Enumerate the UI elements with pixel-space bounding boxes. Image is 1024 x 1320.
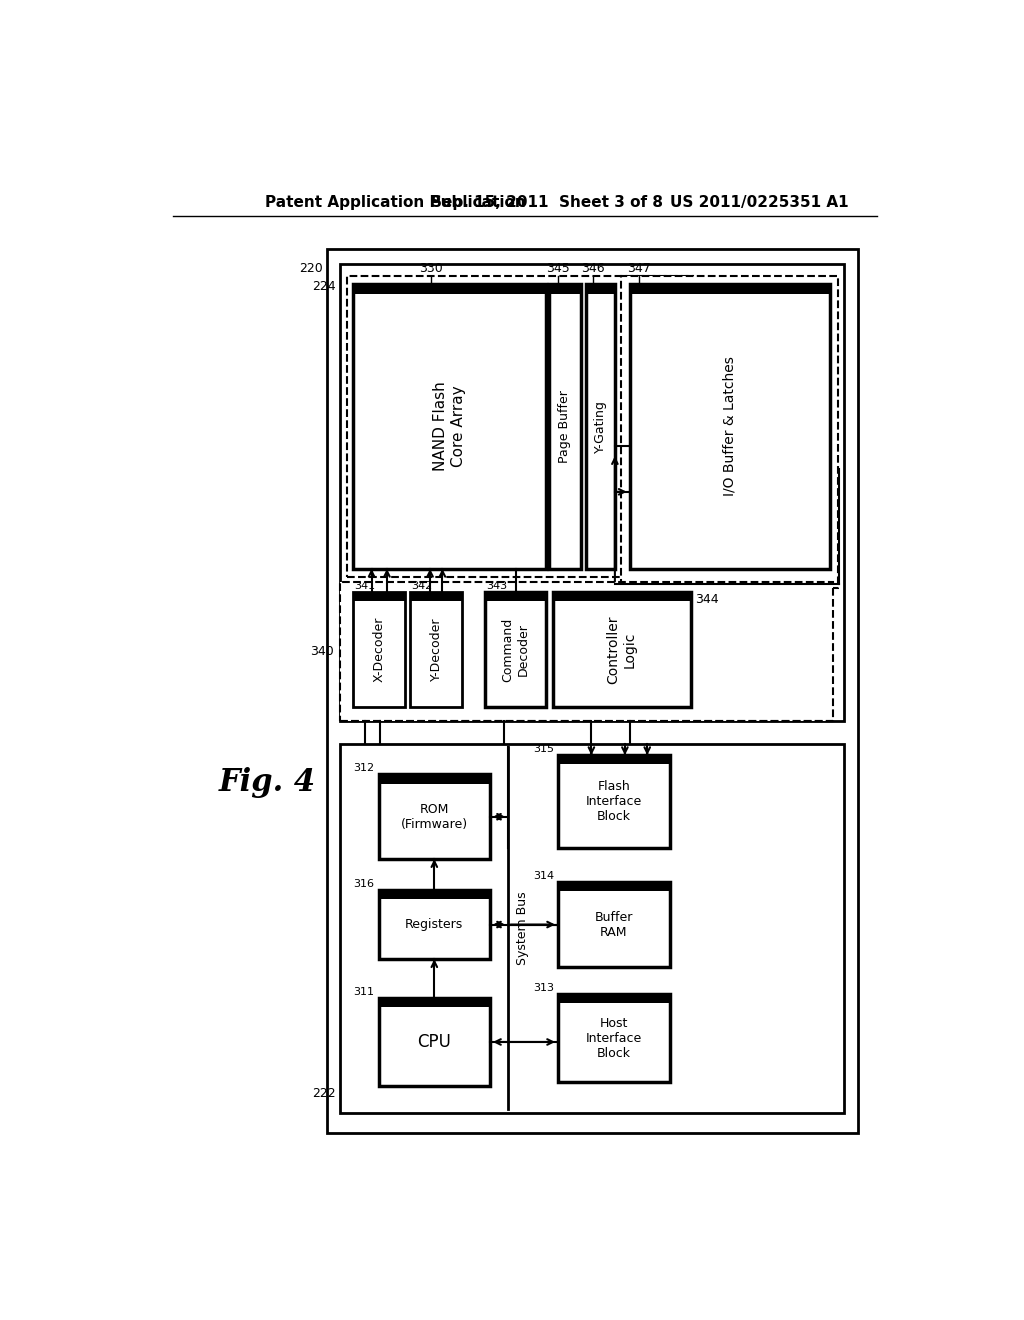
Text: 313: 313 xyxy=(534,982,554,993)
Text: 220: 220 xyxy=(299,261,323,275)
Text: Y-Decoder: Y-Decoder xyxy=(430,618,442,681)
Bar xyxy=(558,882,670,966)
Text: 314: 314 xyxy=(532,871,554,880)
Text: ROM
(Firmware): ROM (Firmware) xyxy=(400,803,468,830)
Bar xyxy=(553,591,691,708)
Text: Buffer
RAM: Buffer RAM xyxy=(595,911,633,939)
Bar xyxy=(621,276,839,589)
Bar xyxy=(630,284,829,294)
Text: NAND Flash
Core Array: NAND Flash Core Array xyxy=(433,381,466,471)
Text: 316: 316 xyxy=(353,879,375,888)
Bar xyxy=(340,264,845,721)
Bar xyxy=(353,591,406,708)
Text: US 2011/0225351 A1: US 2011/0225351 A1 xyxy=(670,195,848,210)
Bar xyxy=(347,276,693,577)
Text: 330: 330 xyxy=(419,261,442,275)
Text: 224: 224 xyxy=(312,280,336,293)
Bar xyxy=(353,591,406,601)
Bar xyxy=(379,998,490,1086)
Bar xyxy=(410,591,463,708)
Bar xyxy=(558,755,670,764)
Bar xyxy=(379,890,490,960)
Text: 342: 342 xyxy=(412,581,433,591)
Bar xyxy=(340,743,845,1113)
Text: Command
Decoder: Command Decoder xyxy=(502,618,529,682)
Text: Flash
Interface
Block: Flash Interface Block xyxy=(586,780,642,822)
Text: Sep. 15, 2011  Sheet 3 of 8: Sep. 15, 2011 Sheet 3 of 8 xyxy=(431,195,663,210)
Bar xyxy=(379,890,490,899)
Text: Fig. 4: Fig. 4 xyxy=(219,767,316,797)
Text: 344: 344 xyxy=(695,593,719,606)
Text: CPU: CPU xyxy=(418,1034,452,1051)
Text: Registers: Registers xyxy=(406,917,464,931)
Bar xyxy=(410,591,463,601)
Bar xyxy=(379,998,490,1007)
Text: Patent Application Publication: Patent Application Publication xyxy=(265,195,526,210)
Text: 312: 312 xyxy=(353,763,375,774)
Text: I/O Buffer & Latches: I/O Buffer & Latches xyxy=(723,356,736,496)
Bar xyxy=(484,591,547,601)
Text: Host
Interface
Block: Host Interface Block xyxy=(586,1016,642,1060)
Bar xyxy=(549,284,581,294)
Text: 315: 315 xyxy=(534,744,554,754)
Bar xyxy=(630,284,829,569)
Bar xyxy=(327,249,858,1133)
Text: System Bus: System Bus xyxy=(515,891,528,965)
Text: 343: 343 xyxy=(486,581,508,591)
Bar xyxy=(340,582,833,721)
Bar xyxy=(558,994,670,1003)
Text: 341: 341 xyxy=(354,581,376,591)
Bar xyxy=(558,994,670,1082)
Text: Page Buffer: Page Buffer xyxy=(558,389,571,463)
Text: X-Decoder: X-Decoder xyxy=(373,616,386,682)
Bar xyxy=(558,755,670,847)
Bar xyxy=(586,284,614,294)
Text: 345: 345 xyxy=(546,261,569,275)
Bar xyxy=(379,775,490,784)
Bar xyxy=(553,591,691,601)
Text: Y-Gating: Y-Gating xyxy=(594,400,607,453)
Text: 346: 346 xyxy=(581,261,604,275)
Bar xyxy=(379,775,490,859)
Bar xyxy=(586,284,614,569)
Bar xyxy=(549,284,581,569)
Text: 311: 311 xyxy=(353,986,375,997)
Text: 222: 222 xyxy=(312,1088,336,1101)
Bar xyxy=(353,284,546,294)
Bar xyxy=(558,882,670,891)
Bar xyxy=(484,591,547,708)
Text: Controller
Logic: Controller Logic xyxy=(606,615,637,684)
Text: 340: 340 xyxy=(310,644,334,657)
Bar xyxy=(353,284,546,569)
Text: 347: 347 xyxy=(627,261,650,275)
